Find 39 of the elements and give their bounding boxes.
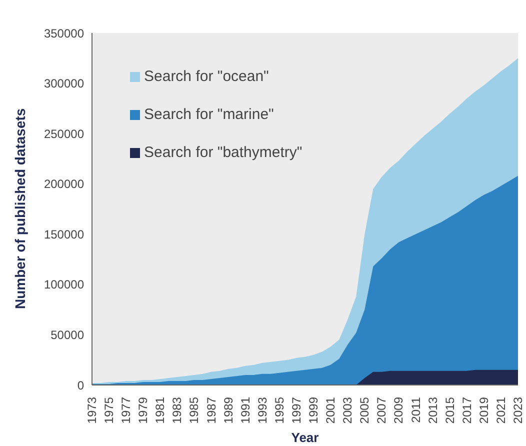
y-tick-label: 100000 <box>44 278 84 292</box>
legend-label: Search for "ocean" <box>144 67 269 87</box>
y-axis-title: Number of published datasets <box>12 108 28 309</box>
x-tick-label: 2007 <box>374 396 389 424</box>
x-tick-label: 2013 <box>426 396 440 424</box>
x-tick-label: 1983 <box>170 396 184 424</box>
x-tick-label: 1985 <box>187 396 202 424</box>
x-tick-label: 2021 <box>494 396 508 424</box>
x-tick-label: 1975 <box>102 396 116 424</box>
y-tick-label: 200000 <box>44 177 84 192</box>
y-tick-label: 50000 <box>50 328 84 342</box>
x-axis-title: Year <box>291 430 319 445</box>
x-tick-label: 2017 <box>460 396 474 424</box>
x-tick-label: 1973 <box>85 396 99 424</box>
x-tick-label: 2009 <box>392 396 406 424</box>
x-tick-label: 1997 <box>289 396 304 424</box>
x-tick-label: 1999 <box>306 396 321 424</box>
x-tick-label: 2019 <box>476 396 491 424</box>
x-tick-label: 1989 <box>221 396 236 424</box>
x-tick-label: 1993 <box>255 396 270 424</box>
x-tick-label: 1977 <box>119 396 134 424</box>
x-tick-label: 1981 <box>153 396 168 424</box>
y-tick-label: 300000 <box>44 76 84 91</box>
y-tick-label: 150000 <box>44 227 84 242</box>
x-tick-label: 1979 <box>136 396 150 424</box>
y-tick-label: 0 <box>77 378 84 392</box>
legend-label: Search for "marine" <box>144 105 274 125</box>
legend-label: Search for "bathymetry" <box>144 143 302 163</box>
x-tick-label: 2023 <box>511 396 525 424</box>
x-tick-label: 1987 <box>204 396 218 424</box>
x-tick-label: 2001 <box>324 396 338 424</box>
x-tick-label: 2005 <box>358 396 372 424</box>
x-tick-label: 2003 <box>340 396 355 424</box>
y-tick-label: 350000 <box>44 26 84 40</box>
x-tick-label: 2015 <box>442 396 457 424</box>
x-tick-label: 2011 <box>408 396 423 423</box>
y-tick-label: 250000 <box>44 126 84 141</box>
x-tick-label: 1991 <box>238 396 252 424</box>
x-tick-label: 1995 <box>272 396 286 424</box>
